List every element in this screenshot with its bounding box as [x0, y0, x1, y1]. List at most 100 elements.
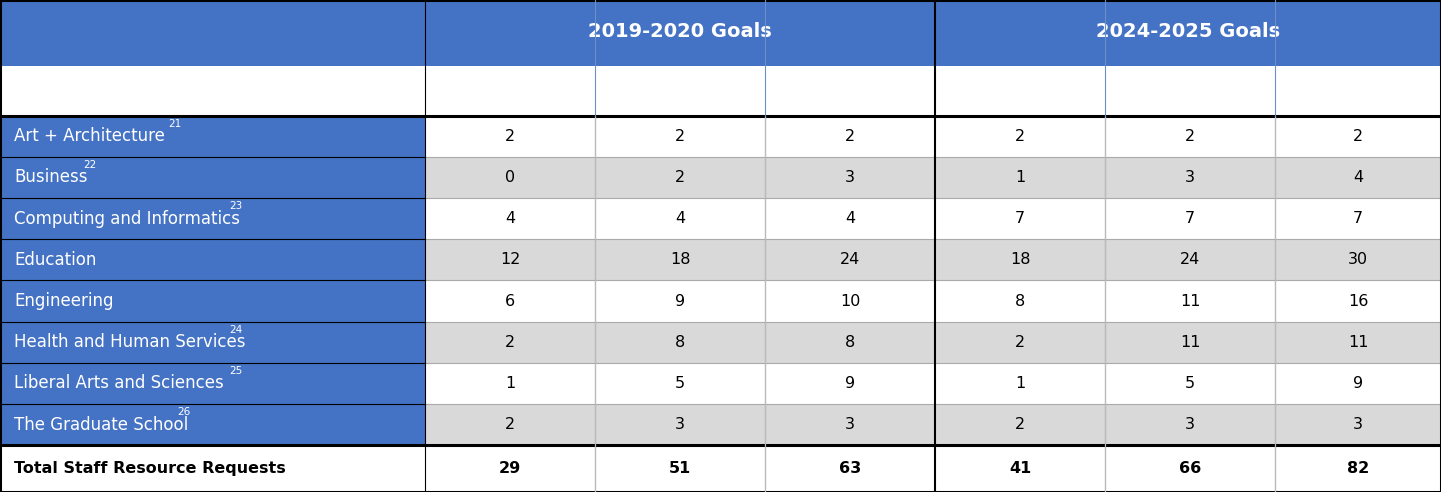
Bar	[0, 363, 425, 404]
Text: 2: 2	[1353, 129, 1363, 144]
Bar	[1105, 157, 1275, 198]
Bar	[425, 116, 595, 157]
Text: 3: 3	[1186, 417, 1195, 432]
Bar	[765, 404, 935, 445]
Text: 2: 2	[504, 417, 516, 432]
Bar	[1275, 322, 1441, 363]
Text: 26: 26	[177, 407, 190, 417]
Bar	[425, 404, 595, 445]
Text: 9: 9	[1353, 376, 1363, 391]
Bar	[595, 198, 765, 239]
Text: 3: 3	[846, 417, 855, 432]
Text: 41: 41	[1009, 461, 1032, 476]
Text: 8: 8	[844, 335, 856, 350]
Text: 3: 3	[1186, 170, 1195, 185]
Text: Low: Low	[494, 84, 526, 98]
Bar	[1275, 363, 1441, 404]
Text: 1: 1	[1014, 376, 1026, 391]
Bar	[1105, 363, 1275, 404]
Text: Liberal Arts and Sciences: Liberal Arts and Sciences	[14, 374, 225, 393]
Text: 16: 16	[1347, 294, 1369, 308]
Text: 18: 18	[1010, 252, 1030, 267]
Bar	[595, 157, 765, 198]
Text: 2: 2	[674, 170, 686, 185]
Text: 18: 18	[670, 252, 690, 267]
Text: 11: 11	[1180, 294, 1200, 308]
Text: 2: 2	[504, 335, 516, 350]
Bar	[0, 445, 1441, 492]
Bar	[1275, 239, 1441, 280]
Bar	[425, 198, 595, 239]
Text: 4: 4	[504, 211, 516, 226]
Bar	[935, 363, 1105, 404]
Bar	[425, 157, 595, 198]
Bar	[595, 363, 765, 404]
Bar	[935, 157, 1105, 198]
Bar	[1275, 404, 1441, 445]
Bar	[0, 0, 1441, 66]
Bar	[765, 198, 935, 239]
Bar	[595, 239, 765, 280]
Text: 11: 11	[1180, 335, 1200, 350]
Bar	[1275, 116, 1441, 157]
Bar	[765, 239, 935, 280]
Bar	[935, 322, 1105, 363]
Bar	[0, 404, 425, 445]
Text: 8: 8	[674, 335, 686, 350]
Text: 9: 9	[674, 294, 686, 308]
Text: 6: 6	[504, 294, 516, 308]
Text: 24: 24	[1180, 252, 1200, 267]
Text: Art + Architecture: Art + Architecture	[14, 127, 166, 145]
Bar	[765, 322, 935, 363]
Text: 0: 0	[504, 170, 516, 185]
Text: Low: Low	[1004, 84, 1036, 98]
Text: 2: 2	[1014, 417, 1026, 432]
Bar	[1275, 157, 1441, 198]
Bar	[595, 404, 765, 445]
Text: 3: 3	[1353, 417, 1363, 432]
Bar	[1105, 239, 1275, 280]
Text: Target: Target	[656, 84, 705, 98]
Bar	[1275, 280, 1441, 322]
Bar	[595, 322, 765, 363]
Text: 4: 4	[1353, 170, 1363, 185]
Text: Education: Education	[14, 251, 97, 269]
Text: 2: 2	[1185, 129, 1196, 144]
Bar	[425, 363, 595, 404]
Text: 7: 7	[1185, 211, 1196, 226]
Bar	[935, 239, 1105, 280]
Text: 4: 4	[844, 211, 856, 226]
Text: Stretch: Stretch	[821, 84, 879, 98]
Text: The Graduate School: The Graduate School	[14, 416, 189, 433]
Bar	[595, 280, 765, 322]
Bar	[1105, 280, 1275, 322]
Text: 24: 24	[229, 325, 242, 335]
Text: 5: 5	[1185, 376, 1196, 391]
Text: 63: 63	[839, 461, 862, 476]
Bar	[1105, 198, 1275, 239]
Text: Target: Target	[1166, 84, 1215, 98]
Text: 8: 8	[1014, 294, 1026, 308]
Text: 2: 2	[674, 129, 686, 144]
Text: Stretch: Stretch	[1329, 84, 1388, 98]
Text: 82: 82	[1347, 461, 1369, 476]
Bar	[1105, 404, 1275, 445]
Text: 2024-2025 Goals: 2024-2025 Goals	[1097, 22, 1280, 41]
Text: Business: Business	[14, 168, 88, 186]
Text: Engineering: Engineering	[14, 292, 114, 310]
Bar	[0, 322, 425, 363]
Text: 9: 9	[844, 376, 856, 391]
Bar	[0, 280, 425, 322]
Bar	[0, 198, 425, 239]
Bar	[1105, 322, 1275, 363]
Text: 2: 2	[1014, 129, 1026, 144]
Text: 2019-2020 Goals: 2019-2020 Goals	[588, 22, 772, 41]
Bar	[765, 116, 935, 157]
Bar	[595, 116, 765, 157]
Bar	[1275, 198, 1441, 239]
Text: 5: 5	[674, 376, 686, 391]
Bar	[1105, 116, 1275, 157]
Bar	[765, 157, 935, 198]
Text: 7: 7	[1014, 211, 1026, 226]
Text: 23: 23	[229, 201, 242, 211]
